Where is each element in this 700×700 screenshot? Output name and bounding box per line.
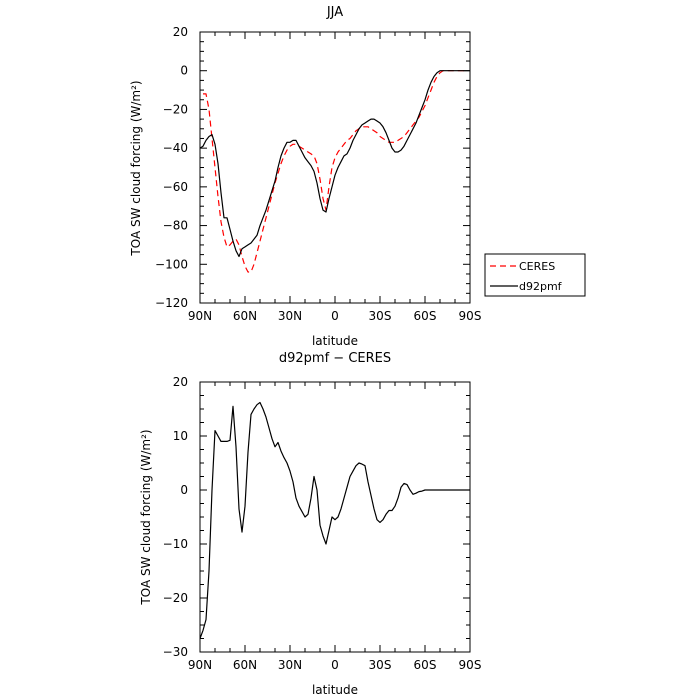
top-y-tick-label: −100 bbox=[155, 257, 188, 271]
bottom-y-tick-label: 20 bbox=[173, 375, 188, 389]
top-x-axis-label: latitude bbox=[312, 334, 358, 348]
top-x-tick-label: 90N bbox=[188, 309, 212, 323]
bottom-x-axis-label: latitude bbox=[312, 683, 358, 697]
bottom-x-tick-label: 90N bbox=[188, 658, 212, 672]
top-series-line-ceres bbox=[203, 70, 467, 273]
top-panel: JJA TOA SW cloud forcing (W/m²) latitude… bbox=[129, 5, 586, 348]
top-y-tick-label: −120 bbox=[155, 296, 188, 310]
legend-box bbox=[484, 253, 586, 297]
top-plot-frame bbox=[199, 31, 471, 304]
bottom-y-axis-label: TOA SW cloud forcing (W/m²) bbox=[139, 429, 153, 605]
top-chart-title: JJA bbox=[326, 5, 343, 20]
top-y-axis-label: TOA SW cloud forcing (W/m²) bbox=[129, 80, 143, 256]
bottom-series-line-diff bbox=[199, 401, 470, 639]
top-x-tick-label: 30N bbox=[278, 309, 302, 323]
legend: CERES d92pmf bbox=[484, 253, 586, 297]
top-y-tick-label: −40 bbox=[163, 141, 188, 155]
bottom-x-tick-label: 30N bbox=[278, 658, 302, 672]
top-y-tick-label: −80 bbox=[163, 219, 188, 233]
bottom-panel: d92pmf − CERES TOA SW cloud forcing (W/m… bbox=[139, 351, 481, 697]
bottom-y-tick-label: −20 bbox=[163, 591, 188, 605]
top-y-tick-label: 20 bbox=[173, 25, 188, 39]
bottom-x-tick-label: 30S bbox=[369, 658, 392, 672]
top-x-tick-label: 60S bbox=[414, 309, 437, 323]
legend-label-ceres: CERES bbox=[519, 260, 555, 273]
top-y-tick-label: −20 bbox=[163, 102, 188, 116]
bottom-y-tick-label: −30 bbox=[163, 645, 188, 659]
top-x-tick-label: 90S bbox=[459, 309, 482, 323]
bottom-y-tick-label: 0 bbox=[180, 483, 188, 497]
top-series-line-d92pmf bbox=[199, 70, 470, 258]
top-y-tick-label: 0 bbox=[180, 64, 188, 78]
bottom-y-tick-label: 10 bbox=[173, 429, 188, 443]
top-x-tick-label: 60N bbox=[233, 309, 257, 323]
legend-label-d92pmf: d92pmf bbox=[519, 280, 563, 293]
bottom-x-tick-label: 60N bbox=[233, 658, 257, 672]
top-x-tick-label: 0 bbox=[331, 309, 339, 323]
top-y-tick-label: −60 bbox=[163, 180, 188, 194]
bottom-x-tick-label: 0 bbox=[331, 658, 339, 672]
top-x-tick-label: 30S bbox=[369, 309, 392, 323]
bottom-x-tick-label: 60S bbox=[414, 658, 437, 672]
bottom-x-tick-label: 90S bbox=[459, 658, 482, 672]
bottom-y-tick-label: −10 bbox=[163, 537, 188, 551]
bottom-chart-title: d92pmf − CERES bbox=[279, 351, 391, 366]
